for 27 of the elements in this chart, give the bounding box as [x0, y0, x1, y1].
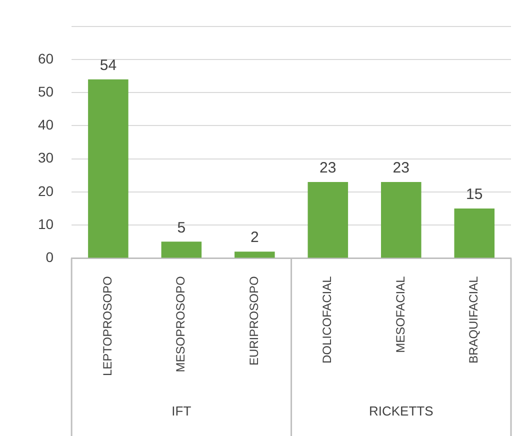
bar — [161, 242, 202, 258]
data-label: 15 — [466, 186, 483, 204]
data-label: 23 — [392, 160, 410, 177]
x-tick-label: MESOFACIAL — [393, 276, 408, 353]
text: IFT — [172, 404, 192, 419]
bar — [234, 252, 275, 258]
y-tick-label: 40 — [38, 116, 54, 133]
bar — [308, 182, 348, 258]
data-label: 2 — [250, 229, 259, 246]
y-tick-label: 60 — [38, 50, 54, 66]
data-label: 23 — [320, 160, 336, 177]
y-tick-label: 20 — [38, 182, 54, 199]
x-tick-label: BRAQUIFACIAL — [466, 276, 481, 364]
x-tick-label: DOLICOFACIAL — [320, 276, 334, 364]
y-tick-label: 10 — [38, 216, 54, 232]
data-label: 54 — [100, 57, 117, 74]
y-tick-label: 30 — [38, 150, 54, 166]
x-tick-label: MESOPROSOPO — [174, 276, 188, 372]
y-tick-label: 0 — [46, 249, 54, 266]
bar — [88, 79, 128, 258]
y-tick-label: 50 — [38, 83, 54, 100]
bar — [454, 208, 495, 258]
x-tick-label: EURIPROSOPO — [246, 276, 261, 366]
text: RICKETTS — [368, 404, 434, 419]
x-tick-label: LEPTOPROSOPO — [100, 276, 115, 376]
data-label: 5 — [177, 219, 186, 236]
bar — [381, 182, 422, 258]
